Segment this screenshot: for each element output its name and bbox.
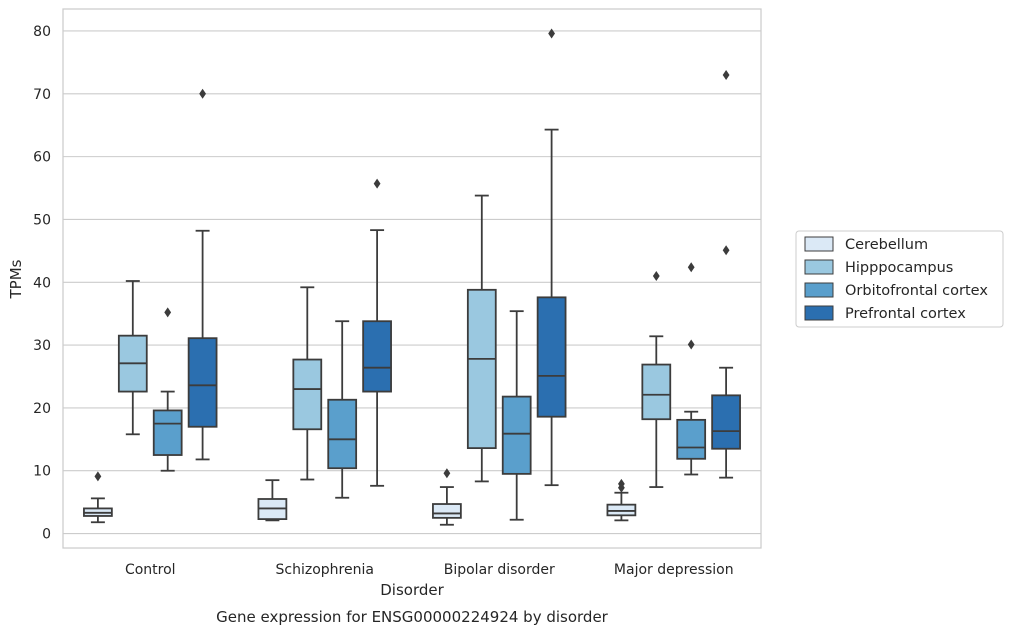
x-tick-label: Control [125,562,176,578]
y-tick-label: 30 [33,338,51,354]
legend: Cerebellum Hipppocampus Orbitofrontal cort… [795,230,1004,328]
box [711,394,741,450]
box [432,503,462,519]
box [327,398,358,470]
y-tick-label: 60 [33,150,51,166]
box-group [152,307,183,472]
outlier-point [548,28,555,39]
series-hipppocampus [117,194,672,488]
box-group [676,262,707,476]
box [152,409,183,456]
outlier-point [722,245,730,256]
legend-label: Prefrontal cortex [845,306,966,322]
box-group [117,280,148,436]
series-cerebellum [83,468,637,526]
outlier-point [164,307,172,318]
legend-swatch [804,305,834,321]
outlier-point [94,471,102,482]
box-group [501,310,532,521]
box [292,358,323,431]
legend-swatch [804,259,834,275]
legend-items: Cerebellum Hipppocampus Orbitofrontal cort… [804,236,988,322]
box-group [257,479,288,522]
legend-frame [795,230,1004,328]
box-group [466,194,497,483]
y-tick-label: 10 [33,464,51,480]
x-axis-title: Disorder [380,581,444,599]
box-group [606,478,637,522]
box [466,288,497,450]
box-group [83,471,113,524]
box-group [641,270,672,488]
box [187,337,218,428]
legend-label: Orbitofrontal cortex [845,283,988,299]
box [676,418,707,460]
series-orbitofrontal-cortex [152,262,707,521]
y-tick-label: 80 [33,24,51,40]
box-group [536,28,567,487]
outlier-point [373,178,381,189]
legend-swatch [804,282,834,298]
y-tick-label: 70 [33,87,51,103]
outlier-point [687,339,695,350]
box [536,296,567,418]
y-axis-title: TPMs [7,259,25,299]
x-tick-label: Major depression [614,562,734,578]
box-group [432,468,462,526]
series-prefrontal-cortex [187,28,741,487]
figure-caption: Gene expression for ENSG00000224924 by d… [216,608,609,626]
x-tick-labels: Control Schizophrenia Bipolar disorder Majo… [125,562,734,578]
box-group [327,320,358,499]
outlier-point [443,468,451,479]
outlier-point [687,262,695,273]
grid-lines [63,30,761,535]
x-tick-label: Bipolar disorder [444,562,555,578]
box-group [362,178,392,487]
box [362,320,392,393]
legend-swatch [804,236,834,252]
outlier-point [652,270,660,281]
outlier-point [618,478,625,489]
y-tick-label: 50 [33,212,51,228]
y-tick-label: 0 [42,527,51,543]
y-tick-label: 40 [33,275,51,291]
box-group [711,69,741,479]
box-groups [83,28,741,526]
box [606,503,637,517]
x-tick-label: Schizophrenia [276,562,374,578]
legend-label: Cerebellum [845,237,928,253]
box-group [187,88,218,461]
box [501,395,532,475]
legend-label: Hipppocampus [845,260,953,276]
y-tick-label: 20 [33,401,51,417]
outlier-point [199,88,206,99]
outlier-point [722,69,730,80]
y-tick-labels: 0 10 20 30 40 50 60 70 80 [33,24,51,543]
box [641,363,672,421]
plot-frame [62,8,762,549]
box-group [292,286,323,481]
